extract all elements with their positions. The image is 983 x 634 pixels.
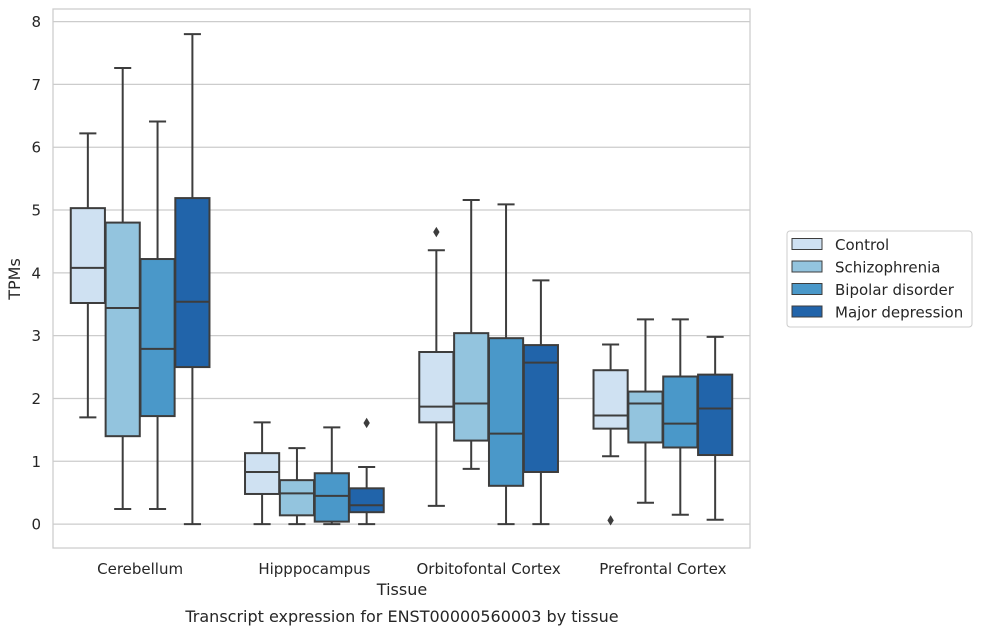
- box: [697, 373, 734, 457]
- legend: Control Schizophrenia Bipolar disorder Majo…: [786, 230, 973, 328]
- box-1-1: [278, 447, 316, 526]
- box-1-2: [313, 426, 350, 526]
- y-axis-title: TPMs: [5, 258, 24, 301]
- box-2-3: [522, 279, 559, 526]
- legend-swatch: [791, 260, 823, 273]
- box-2-1: [453, 198, 490, 470]
- box: [592, 369, 629, 430]
- legend-label: Schizophrenia: [835, 259, 940, 277]
- x-tick-label: Hipppocampus: [258, 560, 370, 578]
- box-0-2: [139, 120, 176, 511]
- y-tick-label: 1: [31, 453, 41, 471]
- box: [104, 221, 141, 438]
- box-3-2: [662, 318, 699, 516]
- box-1-0: [244, 421, 281, 526]
- legend-swatch: [791, 305, 823, 318]
- box-3-1: [627, 318, 664, 504]
- box-0-0: [69, 132, 106, 419]
- y-tick-label: 4: [31, 264, 41, 282]
- box: [627, 390, 664, 444]
- legend-label: Control: [835, 236, 889, 254]
- box: [487, 337, 525, 487]
- box-2-2: [487, 203, 525, 526]
- box-2-0: [418, 226, 455, 507]
- box: [662, 375, 699, 449]
- outlier-point: [607, 515, 614, 526]
- legend-label: Bipolar disorder: [835, 281, 955, 299]
- box: [278, 479, 316, 517]
- y-tick-label: 0: [31, 516, 41, 534]
- box-0-3: [174, 33, 211, 526]
- legend-swatch: [791, 283, 823, 295]
- x-tick-label: Prefrontal Cortex: [599, 560, 726, 578]
- box-1-3: [348, 417, 385, 526]
- y-tick-label: 2: [31, 390, 41, 408]
- y-tick-label: 5: [31, 202, 41, 220]
- box-0-1: [104, 67, 141, 511]
- box: [174, 197, 211, 369]
- y-tick-label: 8: [31, 13, 41, 31]
- box: [348, 487, 385, 514]
- box: [418, 351, 455, 424]
- y-tick-labels: 0 1 2 3 4 5 6 7 8: [31, 13, 41, 534]
- box: [453, 332, 490, 442]
- box: [522, 344, 559, 473]
- y-tick-label: 3: [31, 327, 41, 345]
- x-tick-label: Orbitofontal Cortex: [417, 560, 561, 578]
- legend-swatch: [791, 238, 823, 250]
- legend-frame: [786, 230, 973, 328]
- outlier-point: [363, 417, 370, 429]
- plot-frame: [52, 8, 751, 549]
- box-3-0: [592, 343, 629, 526]
- box-series: [69, 33, 734, 526]
- box: [139, 258, 176, 418]
- x-tick-label: Cerebellum: [97, 560, 183, 578]
- x-tick-labels: Cerebellum Hipppocampus Orbitofontal Corte…: [97, 560, 726, 578]
- box: [244, 452, 281, 495]
- y-tick-label: 6: [31, 139, 41, 157]
- box-3-3: [697, 335, 734, 521]
- x-axis-title: Tissue: [376, 580, 427, 599]
- outlier-point: [433, 226, 440, 238]
- legend-label: Major depression: [835, 304, 963, 322]
- box: [69, 207, 106, 304]
- chart-title: Transcript expression for ENST0000056000…: [184, 607, 618, 626]
- box: [313, 472, 350, 523]
- y-tick-label: 7: [31, 76, 41, 94]
